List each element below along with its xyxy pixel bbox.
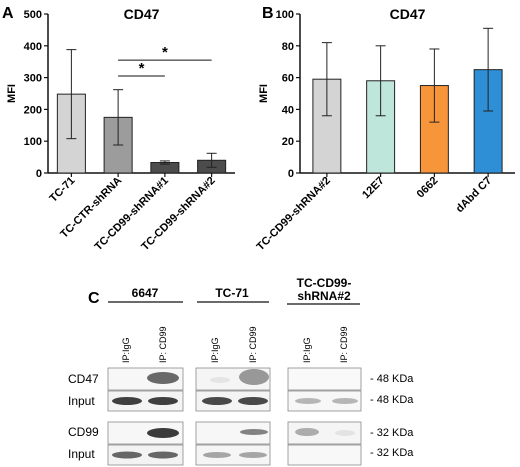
blot-row-label-input: Input <box>68 394 95 408</box>
blot-marker: - 48 KDa <box>370 373 414 385</box>
blot-group-6647: 6647 <box>132 286 159 300</box>
blot-band <box>335 430 355 436</box>
panel-c-letter: C <box>88 290 100 307</box>
blot-band <box>202 397 232 405</box>
blot-band <box>147 428 179 438</box>
blot-band <box>203 452 231 458</box>
blot-strip <box>195 444 271 466</box>
blot-marker: - 32 KDa <box>370 427 414 439</box>
y-axis-label: MFI <box>258 84 270 103</box>
chart-b: CD47 MFI 0 20 40 60 80 100 TC-CD99-shRNA#2 12E7 06… <box>254 6 515 253</box>
panel-a-letter: A <box>2 5 14 22</box>
blot-strip <box>107 390 184 412</box>
blot-band <box>239 452 267 458</box>
western-blot: 6647 TC-71 TC-CD99- shRNA#2 IP:IgG IP: C… <box>68 276 414 466</box>
blot-strip <box>107 421 184 445</box>
lane-label: IP: CD99 <box>248 326 258 363</box>
y-tick-label: 500 <box>24 9 42 21</box>
x-tick-label: dAbd C7 <box>454 175 494 215</box>
chart-title: CD47 <box>124 6 160 22</box>
blot-band <box>210 377 230 383</box>
significance-star: * <box>162 44 168 61</box>
y-tick-label: 400 <box>24 41 42 53</box>
y-tick-label: 40 <box>282 104 294 116</box>
lane-label: IP:IgG <box>210 337 220 363</box>
blot-band <box>148 397 178 405</box>
blot-marker: - 48 KDa <box>370 394 414 406</box>
blot-row-label-cd99: CD99 <box>68 425 99 439</box>
x-tick-label: TC-71 <box>47 175 77 205</box>
y-tick-label: 300 <box>24 73 42 85</box>
blot-band <box>239 369 269 385</box>
y-tick-label: 100 <box>276 9 294 21</box>
blot-strip <box>195 421 271 445</box>
y-tick-label: 100 <box>24 136 42 148</box>
blot-group-tc71: TC-71 <box>215 286 249 300</box>
y-tick-label: 20 <box>282 136 294 148</box>
y-tick-label: 200 <box>24 104 42 116</box>
blot-band <box>112 451 142 459</box>
y-axis-label: MFI <box>6 84 18 103</box>
y-tick-label: 0 <box>36 168 42 180</box>
blot-band <box>295 398 321 404</box>
blot-strip <box>107 444 184 466</box>
y-tick-label: 60 <box>282 73 294 85</box>
lane-label: IP:IgG <box>121 337 131 363</box>
blot-strip <box>195 390 271 412</box>
blot-row-label-cd47: CD47 <box>68 372 99 386</box>
x-tick-label: TC-CD99-shRNA#2 <box>254 175 333 254</box>
blot-band <box>238 397 268 405</box>
x-tick-label: 12E7 <box>360 175 387 202</box>
blot-row-label-input: Input <box>68 447 95 461</box>
blot-group-shrna-line1: TC-CD99- <box>297 276 352 290</box>
x-tick-label: 0662 <box>415 175 441 201</box>
panel-b-letter: B <box>262 5 274 22</box>
blot-band <box>295 428 319 436</box>
blot-strip <box>287 444 362 466</box>
blot-band <box>240 429 268 435</box>
blot-band <box>148 451 178 459</box>
y-tick-label: 80 <box>282 41 294 53</box>
blot-band <box>332 398 358 404</box>
blot-band <box>112 397 142 405</box>
y-tick-label: 0 <box>288 168 294 180</box>
blot-band <box>147 372 179 384</box>
chart-a: CD47MFI0100200300400500TC-71TC-CTR-shRNA… <box>6 6 235 253</box>
blot-strip <box>287 390 362 412</box>
blot-strip <box>287 367 362 391</box>
lane-label: IP: CD99 <box>339 326 349 363</box>
lane-label: IP: CD99 <box>158 326 168 363</box>
chart-title: CD47 <box>390 6 426 22</box>
significance-star: * <box>139 60 145 77</box>
blot-group-shrna-line2: shRNA#2 <box>297 289 351 303</box>
lane-label: IP:IgG <box>302 337 312 363</box>
blot-strip <box>287 421 362 445</box>
blot-marker: - 32 KDa <box>370 447 414 459</box>
